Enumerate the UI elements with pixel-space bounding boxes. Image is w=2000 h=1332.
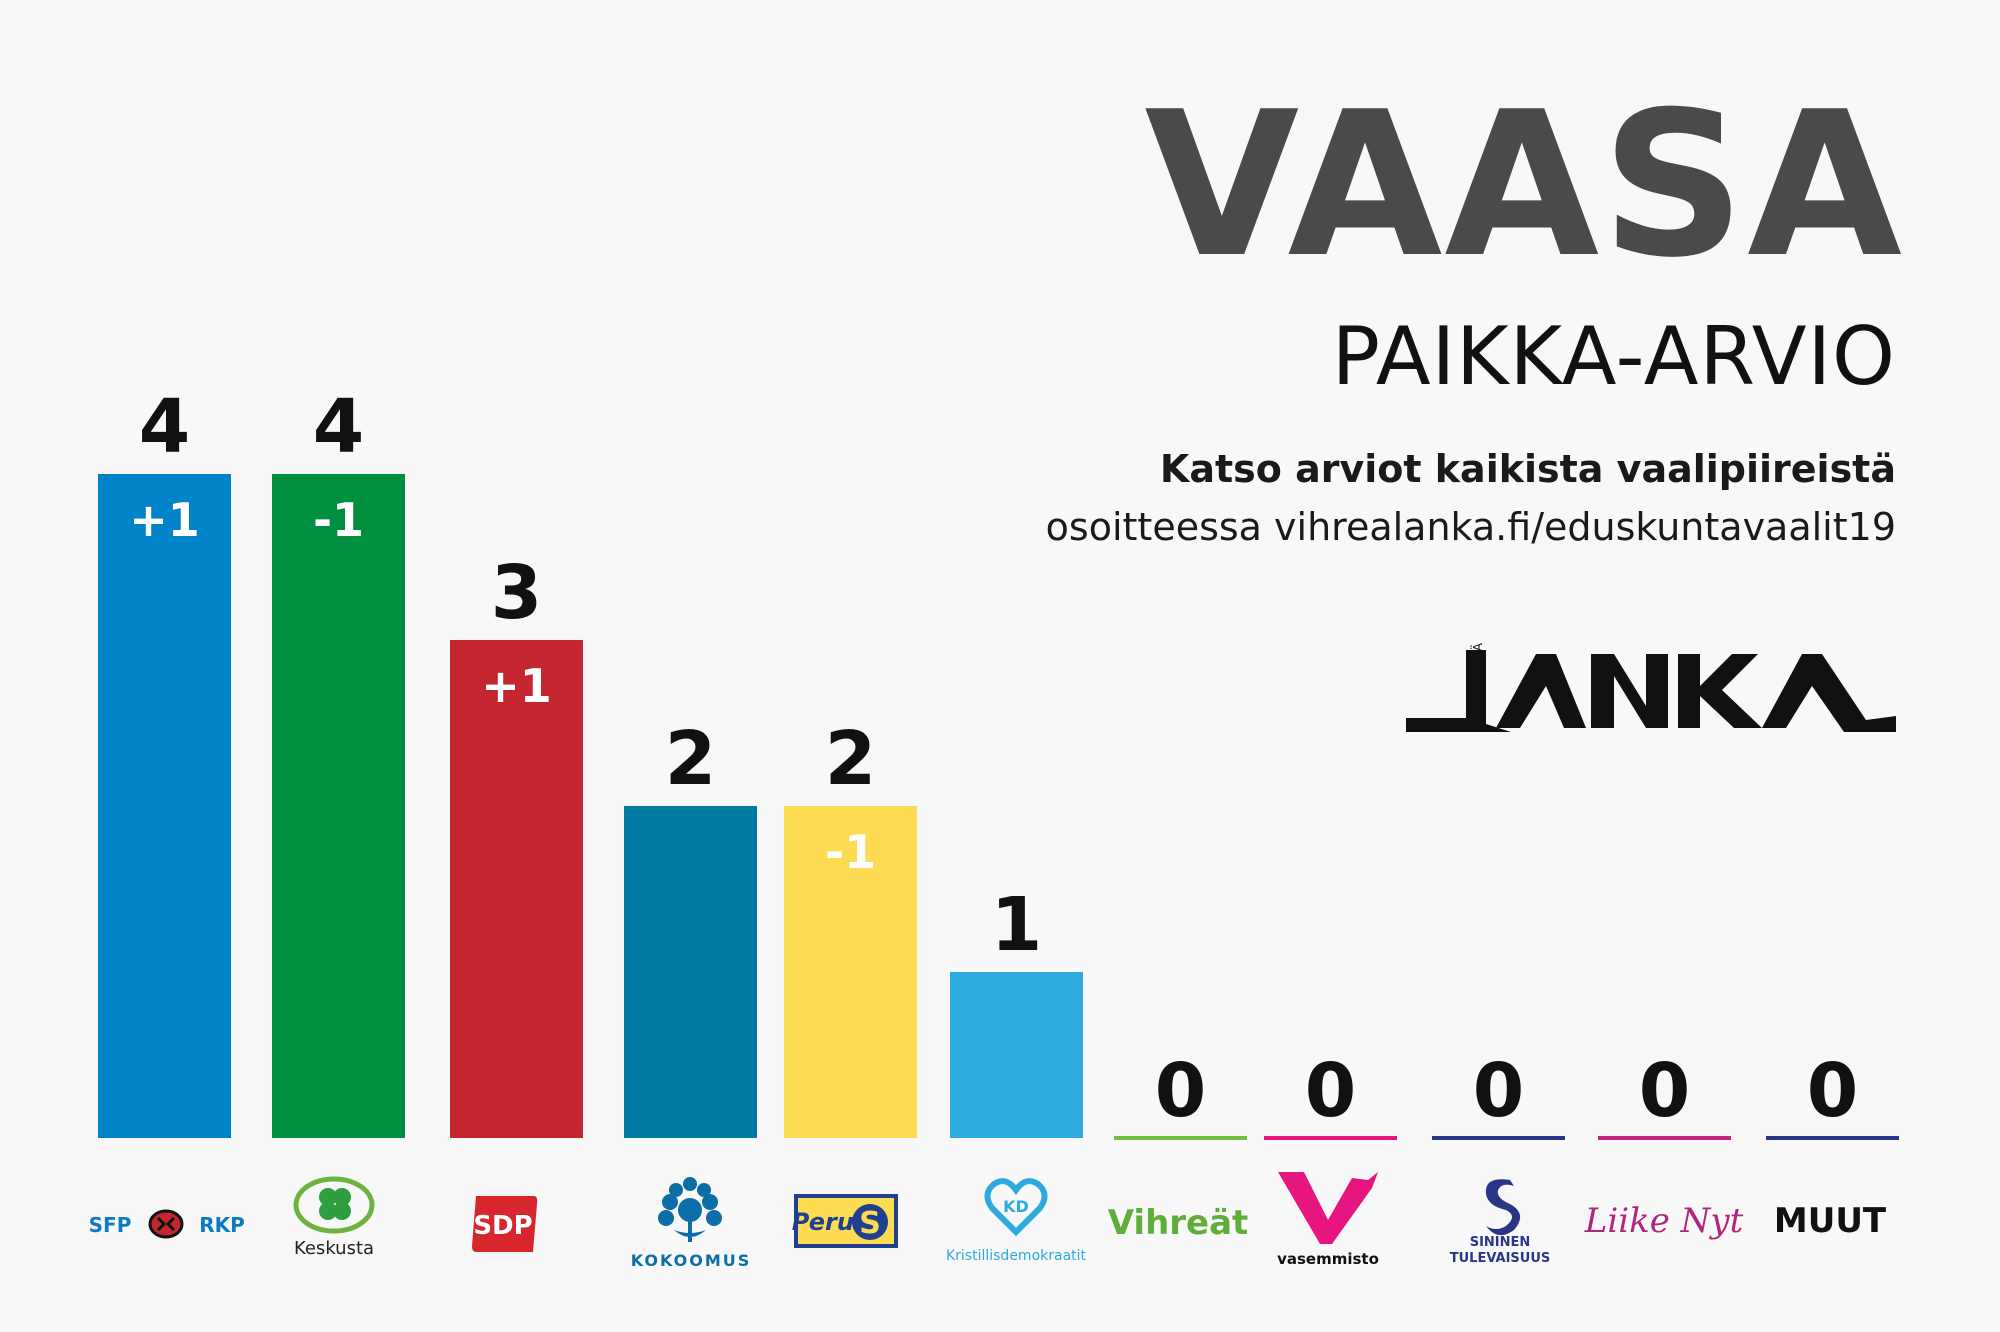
party-logo-keskusta: Keskusta <box>293 1176 375 1259</box>
v-bird-icon <box>1278 1172 1378 1244</box>
bars-layer: 4 +1 4 -1 3 +1 2 2 -1 1 0 0 0 0 0 <box>98 384 1899 1140</box>
rkp-label: RKP <box>199 1213 245 1237</box>
change-label-5: -1 <box>825 825 876 879</box>
rose-badge-icon <box>472 1196 538 1252</box>
info-line-2[interactable]: osoitteessa vihrealanka.fi/eduskuntavaal… <box>1045 505 1896 549</box>
bar-5 <box>784 806 917 1138</box>
value-label-8: 0 <box>1305 1048 1357 1134</box>
keskusta-label: Keskusta <box>294 1238 374 1259</box>
sininen-label-1: SININEN <box>1470 1235 1531 1250</box>
party-logo-perus: Perus S <box>792 1194 898 1248</box>
value-label-11: 0 <box>1807 1048 1859 1134</box>
party-logos: SFP RKP Keskusta SDP <box>89 1172 1887 1270</box>
party-logo-vasemmisto: vasemmisto <box>1277 1172 1379 1268</box>
heart-kd-icon <box>984 1178 1048 1237</box>
value-label-5: 2 <box>825 716 877 802</box>
zero-line-9 <box>1432 1136 1565 1140</box>
info-text: Katso arviot kaikista vaalipiireistä oso… <box>1046 440 1896 556</box>
bar-3 <box>450 640 583 1138</box>
change-label-3: +1 <box>481 659 552 713</box>
value-label-1: 4 <box>139 384 191 470</box>
vihreat-label: Vihreät <box>1108 1203 1249 1243</box>
bar-6 <box>950 972 1083 1138</box>
party-logo-sfp: SFP RKP <box>89 1209 245 1239</box>
sfp-label: SFP <box>89 1213 132 1237</box>
zero-line-7 <box>1114 1136 1247 1140</box>
bar-4 <box>624 806 757 1138</box>
change-label-2: -1 <box>313 493 364 547</box>
bar-2 <box>272 474 405 1138</box>
logo-small-text: VIHREÄ <box>1470 642 1485 688</box>
perus-s-label: S <box>859 1206 881 1241</box>
value-label-9: 0 <box>1473 1048 1525 1134</box>
vihrea-lanka-logo: VIHREÄ <box>1406 642 1896 732</box>
value-label-10: 0 <box>1639 1048 1691 1134</box>
vasemmisto-label: vasemmisto <box>1277 1250 1379 1268</box>
clover-icon <box>293 1176 375 1234</box>
value-label-6: 1 <box>991 882 1043 968</box>
party-logo-kokoomus: KOKOOMUS <box>631 1177 752 1270</box>
svg-text:KD: KD <box>1003 1197 1029 1216</box>
kokoomus-label: KOKOOMUS <box>631 1251 752 1270</box>
kd-label: Kristillisdemokraatit <box>946 1248 1087 1264</box>
liike-label: Liike Nyt <box>1584 1201 1744 1241</box>
blue-s-icon <box>1485 1179 1521 1236</box>
party-logo-liike-nyt: Liike Nyt <box>1584 1201 1744 1241</box>
party-logo-sdp: SDP <box>472 1196 538 1252</box>
bar-1 <box>98 474 231 1138</box>
info-line-1: Katso arviot kaikista vaalipiireistä <box>1159 447 1896 491</box>
page-title: VAASA <box>1144 69 1904 302</box>
value-label-3: 3 <box>491 550 543 636</box>
zero-line-8 <box>1264 1136 1397 1140</box>
sdp-label: SDP <box>473 1211 532 1241</box>
sininen-label-2: TULEVAISUUS <box>1450 1251 1551 1266</box>
value-label-7: 0 <box>1155 1048 1207 1134</box>
change-label-1: +1 <box>129 493 200 547</box>
party-logo-muut: MUUT <box>1774 1201 1887 1241</box>
party-logo-kd: KD Kristillisdemokraatit <box>946 1178 1087 1264</box>
lion-shield-icon <box>148 1209 184 1239</box>
party-logo-vihreat: Vihreät <box>1108 1203 1249 1243</box>
page-subtitle: PAIKKA-ARVIO <box>1331 310 1896 403</box>
cornflower-icon <box>658 1177 722 1242</box>
party-logo-sininen: SININEN TULEVAISUUS <box>1450 1179 1551 1266</box>
value-label-2: 4 <box>313 384 365 470</box>
value-label-4: 2 <box>665 716 717 802</box>
zero-line-11 <box>1766 1136 1899 1140</box>
muut-label: MUUT <box>1774 1201 1887 1241</box>
zero-line-10 <box>1598 1136 1731 1140</box>
